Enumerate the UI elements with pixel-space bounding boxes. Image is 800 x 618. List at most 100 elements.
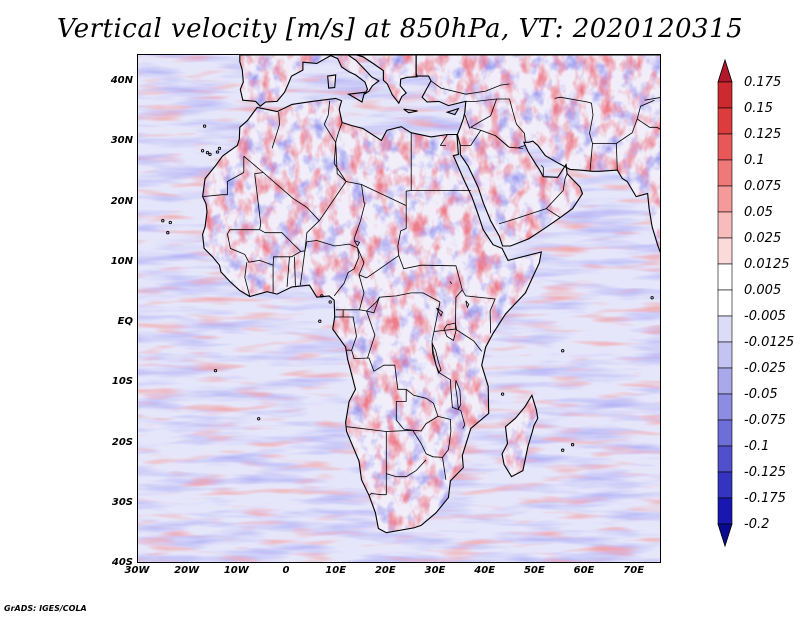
- latitude-tick-label: 30S: [111, 496, 133, 508]
- island-outline: [320, 294, 324, 298]
- longitude-tick-label: 30E: [424, 565, 446, 576]
- colorbar-tick-label: 0.175: [744, 75, 782, 90]
- colorbar-swatch: [717, 263, 733, 291]
- longitude-tick-label: 40E: [474, 565, 496, 576]
- country-border: [509, 98, 526, 143]
- country-border: [368, 493, 387, 496]
- arabia-asia-coastline: [415, 55, 660, 254]
- island-outline: [328, 300, 332, 304]
- latitude-tick-label: 20N: [110, 195, 133, 207]
- island-outline: [161, 219, 165, 223]
- island-outline: [570, 443, 575, 447]
- longitude-tick-label: 20W: [174, 565, 200, 576]
- lake-outline: [353, 240, 361, 247]
- country-border: [343, 316, 357, 351]
- island-outline: [166, 231, 170, 235]
- latitude-tick-label: 40S: [111, 557, 133, 568]
- lake-outline: [465, 300, 470, 309]
- grads-credit: GrADS: IGES/COLA: [4, 604, 87, 613]
- colorbar-swatch: [717, 185, 733, 213]
- longitude-tick-label: 30W: [124, 565, 150, 576]
- country-borders: [202, 80, 660, 496]
- colorbar-tick-label: 0.005: [744, 283, 782, 298]
- longitude-tick-label: 70E: [623, 565, 645, 576]
- country-border: [455, 289, 463, 330]
- island-outline: [217, 146, 222, 151]
- longitude-tick-label: 10W: [223, 565, 249, 576]
- country-border: [244, 262, 251, 297]
- country-border: [353, 184, 366, 241]
- colorbar-swatch: [717, 393, 733, 421]
- country-border: [437, 416, 452, 458]
- country-border: [397, 205, 496, 334]
- colorbar-tick-label: 0.1: [744, 153, 765, 168]
- colorbar-tick-label: -0.05: [744, 387, 778, 402]
- colorbar-swatch: [717, 211, 733, 239]
- country-border: [460, 98, 497, 146]
- colorbar-tick-label: 0.05: [744, 205, 773, 220]
- country-border: [227, 229, 260, 235]
- colorbar-swatch: [717, 341, 733, 369]
- colorbar-tick-label: 0.025: [744, 231, 782, 246]
- lake-outline: [431, 342, 442, 374]
- island-outline: [168, 220, 172, 225]
- country-border: [412, 430, 447, 480]
- country-border: [540, 164, 544, 177]
- colorbar-tick-label: -0.175: [744, 491, 786, 506]
- longitude-tick-label: 20E: [374, 565, 396, 576]
- country-border: [294, 256, 296, 286]
- island-outline: [500, 392, 505, 396]
- colorbar-max-triangle: [717, 58, 733, 83]
- longitude-tick-label: 10E: [325, 565, 347, 576]
- latitude-tick-label: 10S: [111, 376, 133, 388]
- country-border: [465, 98, 510, 102]
- country-border: [243, 122, 347, 222]
- island-outline: [202, 124, 207, 128]
- sardinia-coastline: [327, 74, 337, 89]
- country-border: [358, 274, 441, 312]
- coastlines: [161, 55, 660, 534]
- colorbar-swatch: [717, 315, 733, 343]
- colorbar-swatch: [717, 237, 733, 265]
- colorbar-tick-label: -0.2: [744, 517, 770, 532]
- europe-coastline: [239, 55, 418, 107]
- island-outline: [213, 368, 218, 373]
- colorbar-swatch: [717, 107, 733, 135]
- latitude-tick-label: EQ: [117, 316, 133, 328]
- country-border: [430, 80, 510, 95]
- country-border: [286, 256, 290, 287]
- country-border: [386, 459, 427, 478]
- colorbar-swatch: [717, 445, 733, 473]
- colorbar-tick-label: 0.15: [744, 101, 773, 116]
- colorbar: [717, 58, 733, 548]
- lake-outline: [443, 322, 457, 342]
- island-outline: [200, 149, 205, 153]
- country-border: [334, 309, 344, 318]
- country-border: [254, 172, 320, 252]
- longitude-tick-label: 60E: [573, 565, 595, 576]
- longitude-tick-label: 0: [282, 565, 290, 576]
- island-outline: [561, 448, 565, 452]
- colorbar-tick-label: -0.125: [744, 465, 786, 480]
- crete-coastline: [403, 108, 418, 114]
- colorbar-tick-label: -0.1: [744, 439, 770, 454]
- colorbar-tick-label: -0.075: [744, 413, 786, 428]
- country-border: [431, 301, 466, 429]
- colorbar-swatch: [717, 289, 733, 317]
- island-outline: [650, 296, 654, 300]
- country-border: [498, 208, 547, 225]
- country-border: [636, 118, 660, 130]
- lake-outline: [454, 380, 462, 411]
- colorbar-min-triangle: [717, 523, 733, 548]
- latitude-tick-label: 10N: [110, 255, 133, 267]
- figure-title: Vertical velocity [m/s] at 850hPa, VT: 2…: [56, 14, 744, 44]
- colorbar-swatch: [717, 133, 733, 161]
- map-panel: [137, 54, 661, 563]
- island-outline: [208, 152, 212, 157]
- colorbar-swatch: [717, 419, 733, 447]
- colorbar-swatch: [717, 367, 733, 395]
- island-outline: [257, 417, 261, 421]
- colorbar-tick-label: -0.005: [744, 309, 786, 324]
- country-border: [495, 135, 510, 148]
